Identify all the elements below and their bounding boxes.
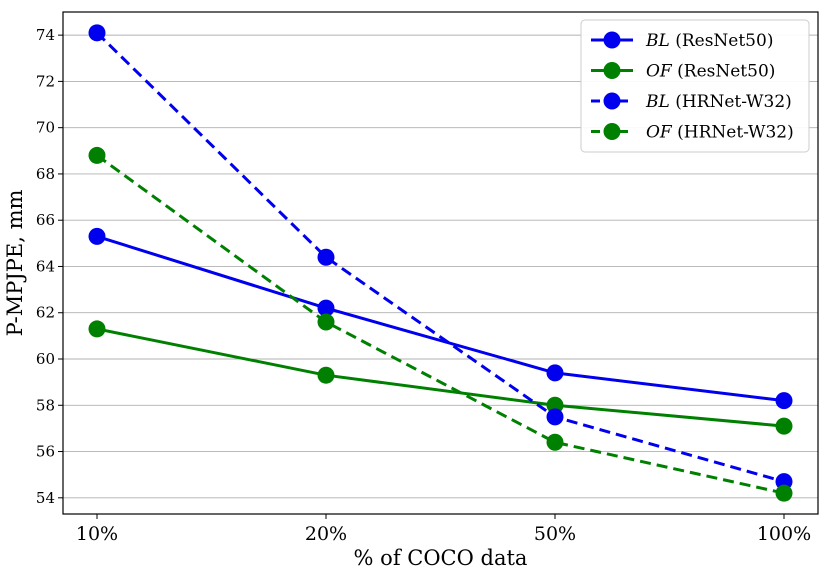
legend-label: BL (ResNet50) <box>645 31 773 51</box>
plot-frame <box>62 11 819 515</box>
y-tick-label: 72 <box>36 72 55 90</box>
y-tick-label: 60 <box>36 350 55 368</box>
legend-label-backbone: (ResNet50) <box>670 31 774 51</box>
x-tick-label: 50% <box>534 523 576 545</box>
data-point <box>546 364 564 382</box>
legend-label: OF (ResNet50) <box>646 62 775 82</box>
x-axis-title: % of COCO data <box>354 546 528 570</box>
x-tick-label: 20% <box>305 523 347 545</box>
y-tick-label: 64 <box>36 257 55 275</box>
data-point <box>775 392 793 410</box>
y-tick-label: 62 <box>36 304 55 322</box>
x-axis-ticks: 10% 20% 50% 100% <box>76 514 811 545</box>
legend-marker <box>603 31 621 49</box>
data-point <box>88 24 106 42</box>
x-tick-label: 100% <box>757 523 811 545</box>
data-point <box>546 433 564 451</box>
legend-label-method: OF <box>646 123 673 143</box>
data-point <box>88 227 106 245</box>
data-point <box>546 408 564 426</box>
data-point <box>317 366 335 384</box>
legend-label-backbone: (ResNet50) <box>672 62 776 82</box>
y-tick-label: 68 <box>36 165 55 183</box>
y-tick-label: 54 <box>36 489 55 507</box>
legend-label-backbone: (HRNet-W32) <box>670 92 792 112</box>
data-point <box>317 313 335 331</box>
y-tick-label: 56 <box>36 443 55 461</box>
series-line <box>95 31 785 484</box>
data-points <box>88 24 793 502</box>
legend-marker <box>603 92 621 110</box>
y-tick-label: 66 <box>36 211 55 229</box>
legend-marker <box>603 123 621 140</box>
data-point <box>317 248 335 266</box>
series-line <box>96 154 785 495</box>
data-point <box>88 320 106 338</box>
legend-box <box>580 19 810 153</box>
y-axis-title: P-MPJPE, mm <box>3 190 27 337</box>
legend-label-method: BL <box>645 92 670 112</box>
legend-marker <box>603 62 621 79</box>
legend-label-backbone: (HRNet-W32) <box>672 123 794 143</box>
legend-label-method: BL <box>645 31 670 51</box>
legend: BL (ResNet50)OF (ResNet50)BL (HRNet-W32)… <box>580 19 810 153</box>
y-axis-ticks: 54 56 58 60 62 64 66 68 70 72 74 <box>36 26 63 507</box>
data-point <box>317 299 335 317</box>
legend-label-method: OF <box>646 62 673 82</box>
x-tick-label: 10% <box>76 523 118 545</box>
data-point <box>88 146 106 164</box>
series-line <box>96 234 785 403</box>
y-tick-label: 70 <box>36 119 55 137</box>
series-line <box>96 327 785 428</box>
y-tick-label: 74 <box>36 26 55 44</box>
y-tick-label: 58 <box>36 396 55 414</box>
series-lines <box>95 31 785 495</box>
legend-label: BL (HRNet-W32) <box>645 92 792 112</box>
data-point <box>775 417 793 435</box>
data-point <box>775 484 793 502</box>
legend-label: OF (HRNet-W32) <box>646 123 794 143</box>
